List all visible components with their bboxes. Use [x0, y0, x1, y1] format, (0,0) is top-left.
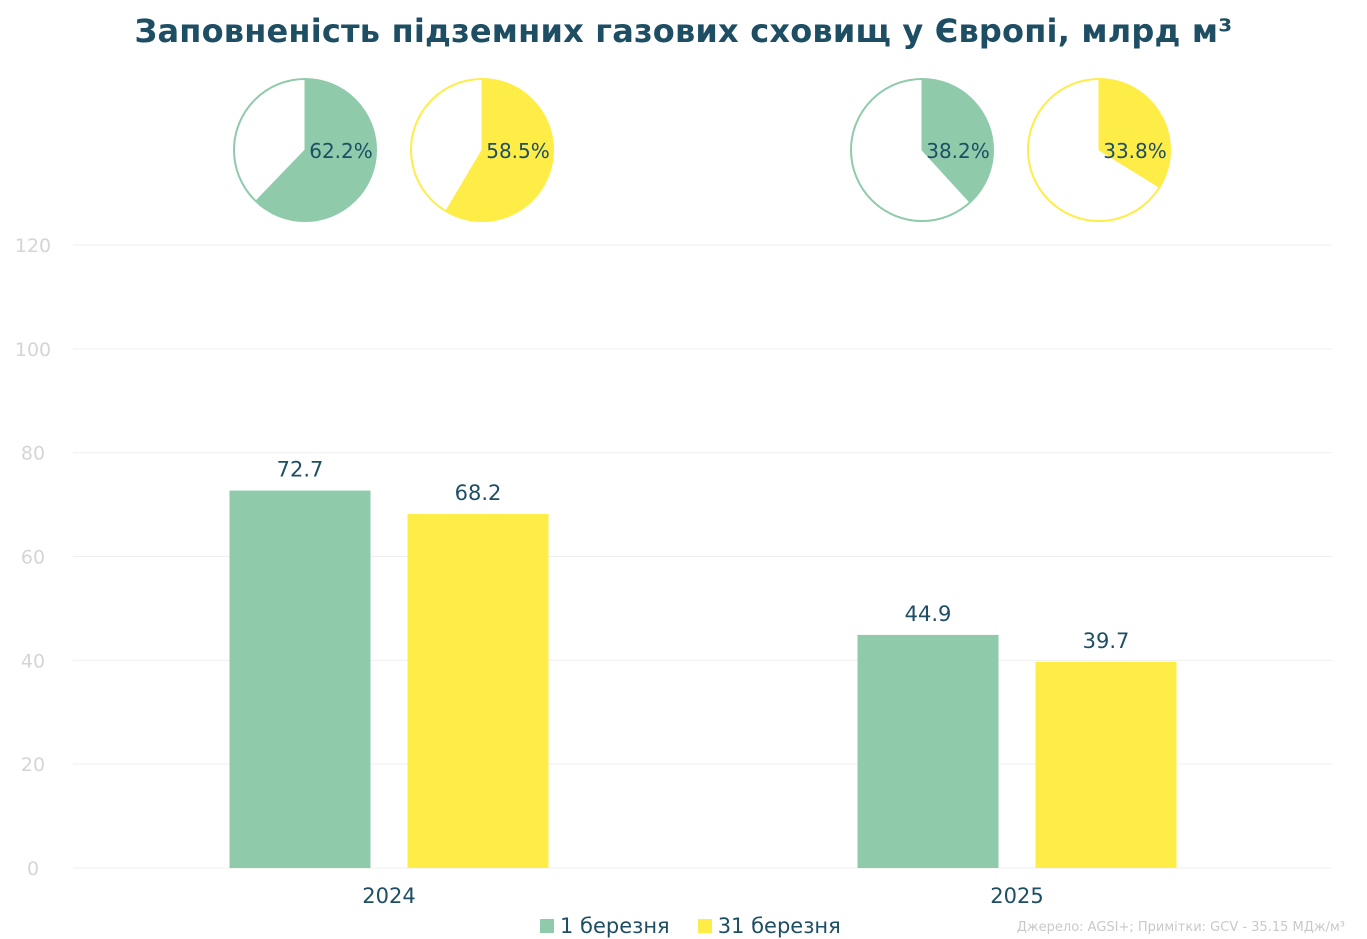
- y-tick-label: 20: [21, 754, 45, 776]
- y-tick-label: 120: [15, 235, 51, 257]
- y-tick-label: 60: [21, 547, 45, 569]
- y-tick-label: 80: [21, 443, 45, 465]
- legend-swatch-series-1: [540, 919, 554, 933]
- pie-slice: [921, 78, 994, 204]
- legend: 1 березня 31 березня: [540, 914, 869, 938]
- legend-label-series-1: 1 березня: [560, 914, 670, 938]
- bar: [407, 513, 549, 868]
- pie-slice: [1098, 78, 1171, 188]
- pie-label: 33.8%: [1103, 139, 1167, 163]
- y-tick-label: 0: [27, 858, 39, 880]
- pie-label: 62.2%: [309, 139, 373, 163]
- y-tick-label: 100: [15, 339, 51, 361]
- legend-item-series-2: 31 березня: [697, 914, 841, 938]
- legend-swatch-series-2: [697, 919, 712, 933]
- pie-label: 58.5%: [486, 139, 550, 163]
- bar: [229, 490, 371, 868]
- chart-title: Заповненість підземних газових сховищ у …: [134, 12, 1233, 50]
- y-tick-label: 40: [21, 650, 45, 672]
- bar: [857, 634, 999, 868]
- pie-label: 38.2%: [926, 139, 990, 163]
- pie-slice: [255, 78, 377, 222]
- legend-label-series-2: 31 березня: [717, 914, 841, 938]
- data-label: 68.2: [455, 481, 502, 505]
- x-tick-label: 2024: [362, 884, 415, 908]
- x-tick-label: 2025: [990, 884, 1043, 908]
- data-label: 44.9: [905, 602, 952, 626]
- legend-item-series-1: 1 березня: [540, 914, 670, 938]
- data-label: 39.7: [1083, 629, 1130, 653]
- source-note: Джерело: AGSI+; Примітки: GCV - 35.15 МД…: [1016, 920, 1345, 935]
- chart-canvas: 0 20 40 60 80 100 120 72.7 68.2 2024 44.9 39.7 2025 6…: [15, 78, 1332, 908]
- pie-slice: [445, 78, 554, 222]
- data-label: 72.7: [277, 458, 324, 482]
- bar: [1035, 661, 1177, 868]
